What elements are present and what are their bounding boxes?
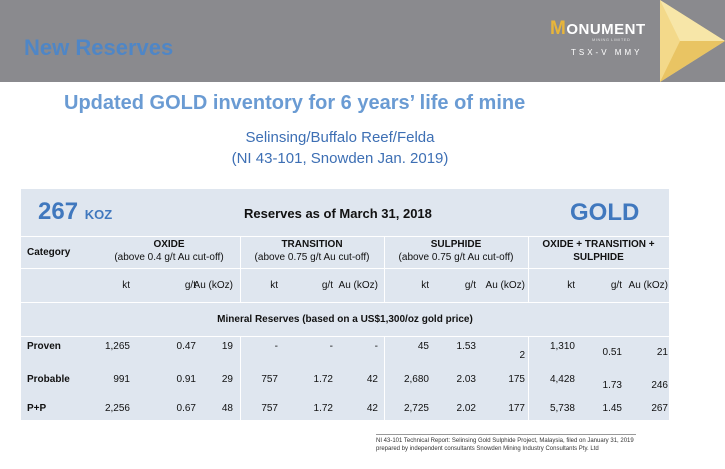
divider — [21, 236, 669, 237]
company-logo: MONUMENT MINING LIMITED — [550, 18, 656, 42]
table-cell: 0.67 — [176, 403, 196, 414]
unit-header: kt — [567, 280, 575, 291]
group-transition-name: TRANSITION — [281, 239, 343, 250]
table-cell: 1.53 — [456, 341, 476, 352]
table-cell: - — [374, 341, 378, 352]
table-cell: 4,428 — [549, 374, 575, 385]
group-total-note: SULPHIDE — [573, 252, 624, 263]
unit-header: Au (kOz) — [628, 280, 668, 291]
logo-letter: M — [550, 18, 567, 39]
unit-header: g/t — [464, 280, 476, 291]
metal-label: GOLD — [570, 199, 640, 226]
total-ounces: 267 KOZ — [38, 198, 112, 226]
table-cell: 42 — [366, 374, 378, 385]
divider — [21, 336, 669, 337]
table-cell: 1.72 — [313, 374, 333, 385]
table-cell: 757 — [261, 374, 278, 385]
reserves-table — [21, 189, 669, 420]
table-cell: 175 — [508, 374, 525, 385]
table-cell: 45 — [417, 341, 429, 352]
footnote: NI 43-101 Technical Report: Selinsing Go… — [376, 434, 636, 453]
group-sulphide-name: SULPHIDE — [430, 239, 482, 250]
table-cell: 246 — [651, 380, 668, 391]
unit-header: kt — [270, 280, 278, 291]
divider — [240, 336, 241, 420]
row-label-proven: Proven — [27, 341, 61, 352]
table-cell: 1.72 — [313, 403, 333, 414]
page-title: New Reserves — [24, 35, 174, 60]
table-cell: 5,738 — [549, 403, 575, 414]
reserves-date-title: Reserves as of March 31, 2018 — [244, 206, 432, 221]
unit-header: kt — [421, 280, 429, 291]
header-bar: New Reserves MONUMENT MINING LIMITED TSX… — [0, 0, 725, 82]
table-cell: 2,680 — [403, 374, 429, 385]
divider — [528, 336, 529, 420]
unit-header: kt — [122, 280, 130, 291]
table-cell: 29 — [221, 374, 233, 385]
table-cell: 0.91 — [176, 374, 196, 385]
table-cell: - — [329, 341, 333, 352]
divider — [384, 236, 385, 302]
table-cell: 19 — [221, 341, 233, 352]
unit-header: g/t — [610, 280, 622, 291]
gold-triangle-icon — [660, 0, 725, 82]
group-sulphide-note: (above 0.75 g/t Au cut-off) — [398, 252, 514, 263]
table-cell: 2,256 — [104, 403, 130, 414]
table-cell: 2,725 — [403, 403, 429, 414]
logo-word: ONUMENT — [566, 21, 646, 38]
table-cell: 42 — [366, 403, 378, 414]
table-cell: 1.73 — [602, 380, 622, 391]
table-cell: 1,310 — [549, 341, 575, 352]
divider — [528, 236, 529, 302]
logo-subtext: MINING LIMITED — [592, 37, 631, 42]
divider — [384, 336, 385, 420]
total-value: 267 — [38, 198, 79, 225]
table-cell: 757 — [261, 403, 278, 414]
unit-header: Au (kOz) — [485, 280, 525, 291]
table-cell: 177 — [508, 403, 525, 414]
row-label-pp: P+P — [27, 403, 47, 414]
row-label-probable: Probable — [27, 374, 70, 385]
unit-header: g/t — [184, 280, 196, 291]
table-cell: 991 — [113, 374, 130, 385]
divider — [21, 268, 669, 269]
table-cell: 48 — [221, 403, 233, 414]
table-cell: 267 — [651, 403, 668, 414]
subtitle-report: (NI 43-101, Snowden Jan. 2019) — [231, 150, 449, 167]
table-cell: 2.02 — [456, 403, 476, 414]
group-transition-note: (above 0.75 g/t Au cut-off) — [254, 252, 370, 263]
section-title: Mineral Reserves (based on a US$1,300/oz… — [217, 314, 473, 325]
table-cell: 1,265 — [104, 341, 130, 352]
divider — [240, 236, 241, 302]
table-cell: 0.47 — [176, 341, 196, 352]
table-cell: 1.45 — [602, 403, 622, 414]
subtitle-sites: Selinsing/Buffalo Reef/Felda — [245, 129, 435, 146]
table-cell: 21 — [656, 347, 668, 358]
unit-header: Au (kOz) — [338, 280, 378, 291]
total-unit: KOZ — [84, 207, 113, 222]
table-cell: 0.51 — [602, 347, 622, 358]
unit-header: Au (kOz) — [193, 280, 233, 291]
table-cell: 2.03 — [456, 374, 476, 385]
ticker-symbol: TSX-V MMY — [571, 48, 643, 57]
group-oxide-note: (above 0.4 g/t Au cut-off) — [114, 252, 224, 263]
unit-header: g/t — [321, 280, 333, 291]
category-header: Category — [27, 247, 71, 258]
divider — [21, 302, 669, 303]
group-total-name: OXIDE + TRANSITION + — [542, 239, 655, 250]
headline: Updated GOLD inventory for 6 years’ life… — [64, 92, 526, 114]
group-oxide-name: OXIDE — [153, 239, 185, 250]
table-cell: 2 — [519, 350, 525, 361]
table-cell: - — [274, 341, 278, 352]
